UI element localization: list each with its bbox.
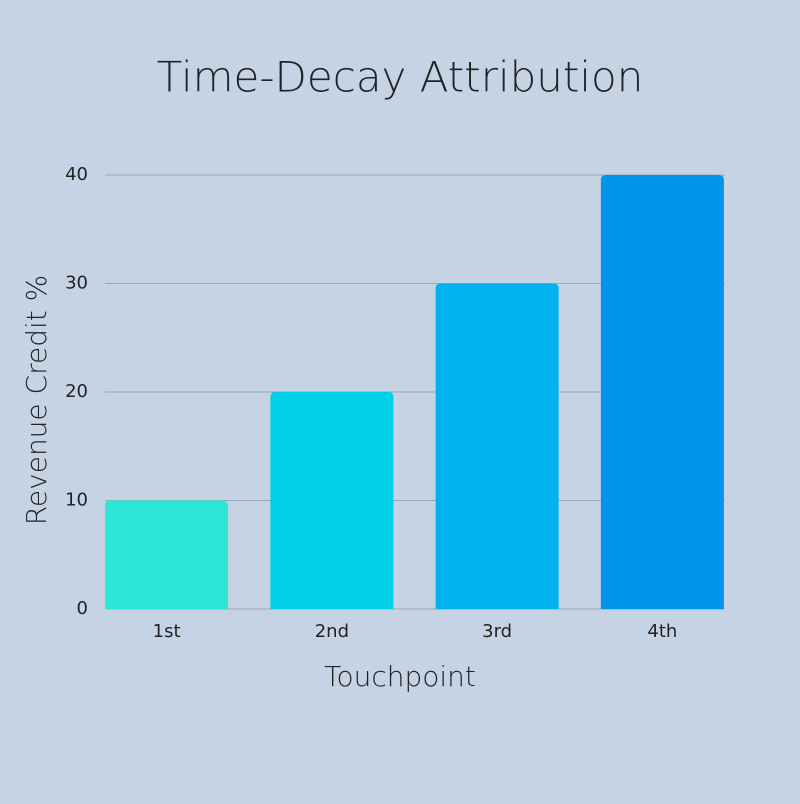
y-tick-label: 10 [65, 490, 88, 511]
y-axis-label: Revenue Credit % [20, 275, 53, 526]
bar [105, 500, 229, 609]
y-tick-label: 20 [65, 381, 88, 402]
bar [600, 175, 724, 609]
x-tick-label: 4th [647, 621, 677, 642]
chart-title: Time-Decay Attribution [157, 53, 644, 102]
y-tick-label: 30 [65, 273, 88, 294]
bar [270, 392, 394, 609]
y-tick-label: 0 [77, 598, 88, 619]
bar [435, 283, 559, 609]
x-tick-label: 3rd [482, 621, 512, 642]
x-tick-label: 2nd [315, 621, 349, 642]
x-tick-label: 1st [153, 621, 181, 642]
x-axis-label: Touchpoint [324, 660, 476, 693]
y-tick-label: 40 [65, 164, 88, 185]
